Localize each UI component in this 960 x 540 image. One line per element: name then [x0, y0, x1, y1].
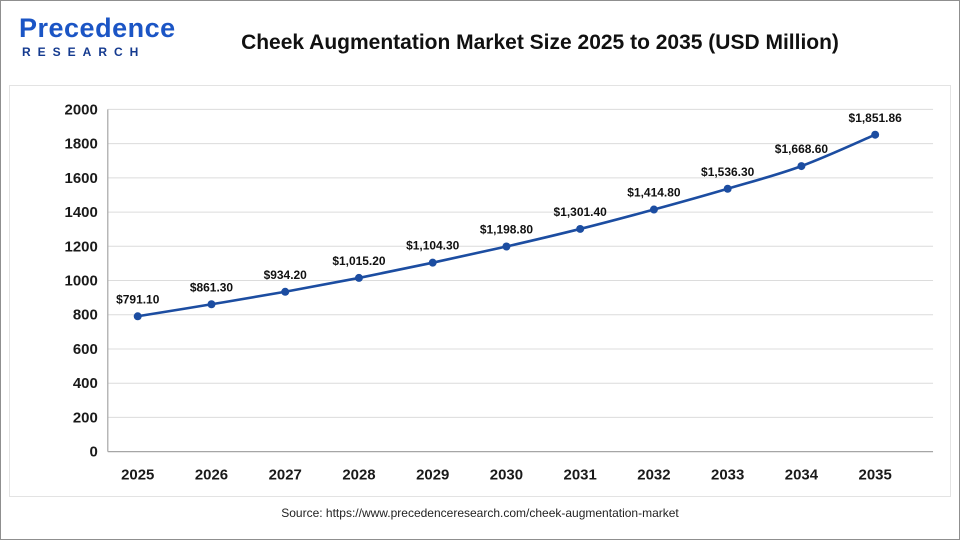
data-label: $791.10 [116, 292, 160, 306]
data-point [428, 258, 437, 267]
data-label: $1,301.40 [554, 205, 608, 219]
x-tick-label: 2027 [269, 467, 302, 484]
chart-svg: 0 200 400 600 800 1000 1200 1400 1600 1800 2000 $79… [65, 101, 934, 484]
x-tick-label: 2032 [637, 467, 670, 484]
y-tick-label: 800 [73, 307, 98, 324]
source-text: Source: https://www.precedenceresearch.c… [281, 506, 679, 520]
data-point [133, 312, 142, 321]
y-tick-label: 1800 [65, 136, 98, 153]
data-point [576, 224, 585, 233]
y-tick-label: 0 [89, 444, 97, 461]
data-point [649, 205, 658, 214]
data-label: $1,414.80 [627, 186, 681, 200]
header: Precedence RESEARCH Cheek Augmentation M… [1, 1, 959, 85]
x-tick-label: 2033 [711, 467, 744, 484]
data-label: $1,104.30 [406, 239, 460, 253]
data-label: $1,198.80 [480, 223, 534, 237]
x-axis-labels: 2025 2026 2027 2028 2029 2030 2031 2032 2033 2034… [121, 467, 892, 484]
data-point [723, 184, 732, 193]
logo-subtext: RESEARCH [22, 45, 146, 59]
y-tick-label: 400 [73, 375, 98, 392]
data-labels: $791.10 $861.30 $934.20 $1,015.20 $1,104.30 $… [116, 111, 902, 307]
y-axis-labels: 0 200 400 600 800 1000 1200 1400 1600 1800 2000 [65, 101, 98, 460]
x-tick-label: 2026 [195, 467, 228, 484]
data-label: $1,668.60 [775, 142, 829, 156]
chart-title: Cheek Augmentation Market Size 2025 to 2… [241, 31, 839, 54]
y-tick-label: 1400 [65, 204, 98, 221]
logo-wordmark: Precedence [19, 13, 176, 43]
x-tick-label: 2030 [490, 467, 523, 484]
x-tick-label: 2028 [342, 467, 375, 484]
data-point [207, 300, 216, 309]
data-point [281, 287, 290, 296]
data-label: $1,015.20 [332, 254, 386, 268]
y-tick-label: 1600 [65, 170, 98, 187]
x-tick-label: 2029 [416, 467, 449, 484]
logo: Precedence RESEARCH [19, 13, 176, 59]
y-gridlines [107, 108, 934, 418]
x-tick-label: 2025 [121, 467, 154, 484]
y-tick-label: 1200 [65, 238, 98, 255]
data-point [354, 273, 363, 282]
y-tick-label: 2000 [65, 101, 98, 118]
data-label: $1,851.86 [849, 111, 903, 125]
y-tick-label: 200 [73, 409, 98, 426]
line-chart: 0 200 400 600 800 1000 1200 1400 1600 1800 2000 $79… [10, 86, 950, 496]
x-tick-label: 2034 [785, 467, 819, 484]
data-points [133, 130, 880, 321]
data-label: $934.20 [264, 268, 308, 282]
data-point [871, 130, 880, 139]
chart-panel: 0 200 400 600 800 1000 1200 1400 1600 1800 2000 $79… [9, 85, 951, 497]
data-point [797, 162, 806, 171]
data-point [502, 242, 511, 251]
x-tick-label: 2031 [564, 467, 597, 484]
data-label: $1,536.30 [701, 165, 755, 179]
data-label: $861.30 [190, 280, 234, 294]
y-tick-label: 600 [73, 341, 98, 358]
x-tick-label: 2035 [859, 467, 892, 484]
y-tick-label: 1000 [65, 273, 98, 290]
